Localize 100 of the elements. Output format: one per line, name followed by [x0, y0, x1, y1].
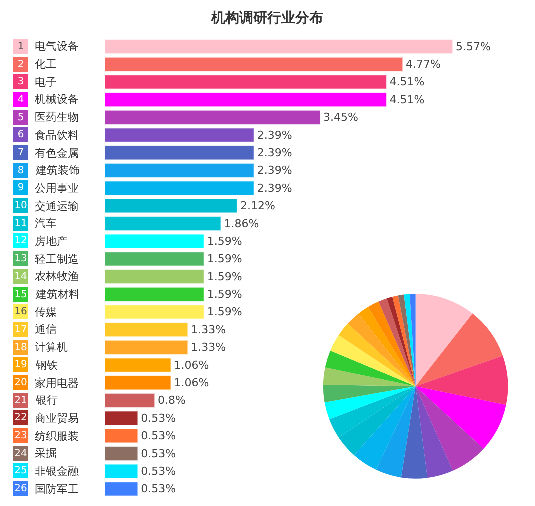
y-tick-label: 23 纺织服装 [14, 430, 79, 443]
y-tick-label: 18 计算机 [14, 341, 68, 354]
y-tick-label: 4 机械设备 [18, 93, 79, 106]
y-tick-label: 6 食品饮料 [18, 129, 79, 142]
bar [105, 304, 205, 320]
pie-slice [392, 296, 416, 386]
y-tick-label: 17 通信 [14, 323, 57, 336]
data-label: 1.59% [207, 288, 242, 302]
pie-slice [410, 294, 416, 386]
data-label: 1.86% [224, 217, 260, 230]
pie-slice [404, 294, 416, 386]
bar [105, 340, 189, 356]
y-tick-label: 22 商业贸易 [14, 412, 79, 425]
bar [105, 428, 139, 444]
pie-slice [348, 314, 416, 386]
y-tick-label: 19 钢铁 [14, 359, 58, 372]
bar [105, 269, 205, 284]
data-label: 2.39% [257, 182, 292, 195]
y-tick-label: 25 非银金融 [14, 465, 79, 478]
y-tick-label: 1 电气设备 [18, 40, 79, 53]
y-tick-label: 3 电子 [18, 76, 57, 89]
data-label: 0.8% [158, 394, 186, 408]
bar [105, 128, 255, 143]
pie-slice [401, 386, 428, 479]
data-label: 2.39% [257, 128, 292, 142]
bar [105, 56, 404, 72]
data-label: 2.12% [240, 200, 276, 213]
bar [105, 393, 156, 408]
y-tick-label: 2 化工 [18, 58, 57, 71]
data-label: 0.53% [141, 482, 176, 496]
pie-slice [358, 307, 416, 386]
y-tick-label: 5 医药生物 [18, 111, 79, 124]
bar [105, 375, 172, 391]
y-tick-label: 14 农林牧渔 [14, 270, 79, 283]
data-label: 0.53% [141, 412, 176, 425]
y-tick-label: 11 汽车 [14, 217, 57, 230]
bar [105, 180, 255, 196]
y-tick-label: 21 银行 [14, 394, 58, 407]
bar [105, 234, 205, 250]
data-label: 4.51% [390, 93, 425, 106]
bar [105, 145, 255, 161]
y-tick-label: 20 家用电器 [14, 377, 79, 390]
data-label: 3.45% [324, 111, 359, 124]
chart-title: 机构调研行业分布 [210, 10, 324, 26]
y-tick-label: 8 建筑装饰 [18, 164, 80, 177]
pie-slice [368, 302, 416, 386]
data-label: 1.06% [174, 358, 210, 372]
bar [105, 110, 322, 126]
pie-slice [330, 335, 416, 386]
data-label: 1.59% [207, 306, 242, 319]
data-label: 5.57% [456, 40, 491, 54]
data-label: 1.59% [207, 234, 242, 248]
bar [105, 92, 388, 108]
pie-slice [323, 385, 416, 403]
bar [105, 410, 139, 426]
bar [105, 322, 189, 338]
y-tick-label: 7 有色金属 [18, 147, 79, 160]
pie-slice [416, 294, 473, 386]
data-label: 0.53% [141, 464, 176, 478]
bar [105, 74, 388, 90]
y-tick-label: 16 传媒 [14, 306, 57, 319]
data-label: 1.59% [207, 252, 242, 266]
pie-slice [338, 324, 416, 386]
bar [105, 286, 205, 302]
pie-slice [324, 386, 416, 420]
data-label: 1.06% [174, 376, 210, 390]
pie-slice [416, 386, 506, 449]
y-tick-label: 10 交通运输 [14, 200, 79, 213]
bar [105, 163, 255, 178]
data-label: 0.53% [141, 447, 176, 460]
y-tick-label: 24 采掘 [14, 447, 57, 460]
pie-slice [323, 368, 416, 386]
pie-slice [398, 294, 416, 386]
data-label: 2.39% [257, 164, 292, 178]
y-tick-label: 13 轻工制造 [14, 253, 79, 266]
pie-slice [378, 298, 416, 386]
bar [105, 446, 139, 462]
pie-slice [325, 350, 416, 386]
bar [105, 39, 454, 54]
data-label: 1.59% [207, 270, 242, 284]
pie-slice [416, 386, 454, 478]
data-label: 4.77% [406, 58, 441, 72]
data-label: 1.33% [191, 341, 226, 354]
pie-slice [416, 386, 484, 472]
y-tick-label: 12 房地产 [14, 235, 68, 248]
bar [105, 198, 238, 214]
bar [105, 252, 205, 267]
bar [105, 216, 222, 232]
data-label: 1.33% [191, 323, 226, 336]
bar [105, 358, 172, 373]
pie-slice [386, 297, 416, 386]
data-label: 0.53% [141, 430, 176, 443]
bar [105, 482, 139, 497]
bar [105, 464, 139, 480]
data-label: 2.39% [257, 146, 292, 160]
pie-slice [416, 314, 504, 386]
y-tick-label: 26 国防军工 [14, 483, 79, 496]
y-tick-label: 9 公用事业 [18, 182, 79, 195]
data-label: 4.51% [390, 76, 425, 89]
y-tick-label: 15 建筑材料 [14, 288, 80, 301]
